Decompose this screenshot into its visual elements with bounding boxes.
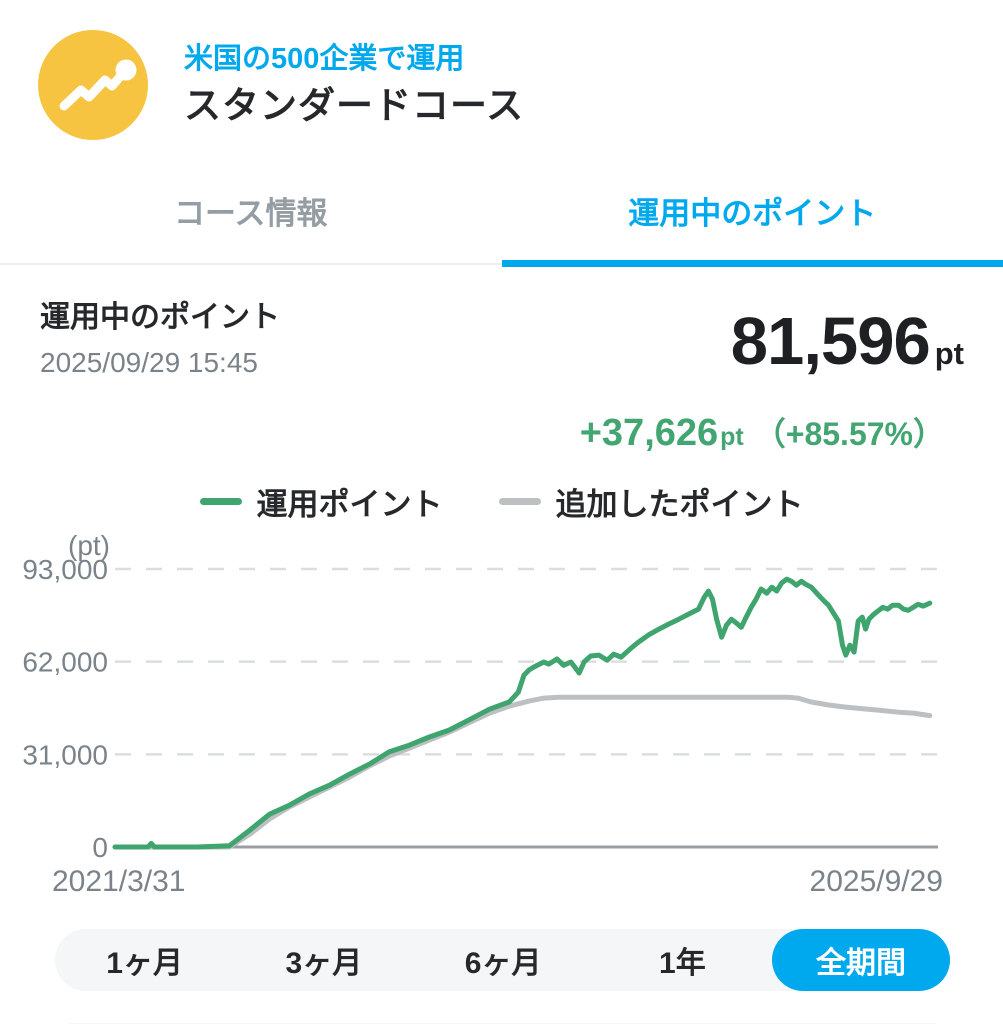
tab-course-info[interactable]: コース情報 (174, 196, 328, 231)
gain-number: +37,626 (579, 412, 719, 454)
points-unit: pt (934, 336, 964, 371)
x-axis-start-label: 2021/3/31 (52, 865, 186, 898)
active-tab-indicator (501, 260, 1003, 267)
course-header: 米国の500企業で運用 スタンダードコース (0, 0, 1003, 140)
gain-unit: pt (720, 423, 744, 451)
tab-bar: コース情報 運用中のポイント (0, 174, 1003, 267)
chart-legend: 運用ポイント 追加したポイント (0, 479, 1003, 524)
legend-item-managed: 運用ポイント (199, 479, 443, 524)
period-3m-button[interactable]: 3ヶ月 (285, 947, 363, 980)
trend-line-icon (59, 59, 137, 111)
legend-swatch-green (199, 498, 242, 505)
points-number: 81,596 (730, 304, 931, 379)
summary-label: 運用中のポイント (40, 301, 280, 334)
period-1m-button[interactable]: 1ヶ月 (106, 947, 183, 980)
y-tick-label: 31,000 (22, 739, 108, 770)
gain-percent: （+85.57%） (753, 416, 945, 452)
legend-item-added: 追加したポイント (498, 479, 804, 524)
tab-active-points[interactable]: 運用中のポイント (628, 196, 877, 231)
chart-x-axis-labels: 2021/3/31 2025/9/29 (52, 865, 943, 899)
period-6m-button[interactable]: 6ヶ月 (464, 947, 542, 980)
series-line-0 (112, 694, 933, 850)
y-tick-label: 0 (92, 832, 108, 862)
y-tick-label: 93,000 (22, 554, 108, 585)
legend-label: 追加したポイント (555, 487, 804, 522)
period-selector: 1ヶ月 3ヶ月 6ヶ月 1年 全期間 (55, 929, 950, 991)
points-gain: +37,626pt （+85.57%） (580, 409, 945, 455)
course-title: スタンダードコース (184, 85, 525, 126)
y-axis-unit-label: (pt) (68, 530, 110, 561)
points-value: 81,596 pt (580, 307, 964, 377)
legend-swatch-gray (498, 498, 541, 505)
series-line-1 (112, 576, 933, 850)
x-axis-end-label: 2025/9/29 (809, 865, 943, 898)
period-all-button-selected[interactable]: 全期間 (772, 929, 950, 991)
points-chart-section: 運用ポイント 追加したポイント 0 31,000 62,000 93,000 (pt) … (0, 477, 1003, 907)
points-summary: 運用中のポイント 2025/09/29 15:45 81,596 pt +37,6… (0, 265, 1003, 455)
course-subtitle: 米国の500企業で運用 (184, 43, 465, 75)
summary-timestamp: 2025/09/29 15:45 (40, 347, 258, 378)
points-chart: 0 31,000 62,000 93,000(pt) (22, 530, 938, 862)
legend-label: 運用ポイント (256, 487, 443, 522)
period-1y-button[interactable]: 1年 (659, 947, 706, 980)
course-icon (38, 30, 148, 140)
y-tick-label: 62,000 (22, 647, 108, 678)
